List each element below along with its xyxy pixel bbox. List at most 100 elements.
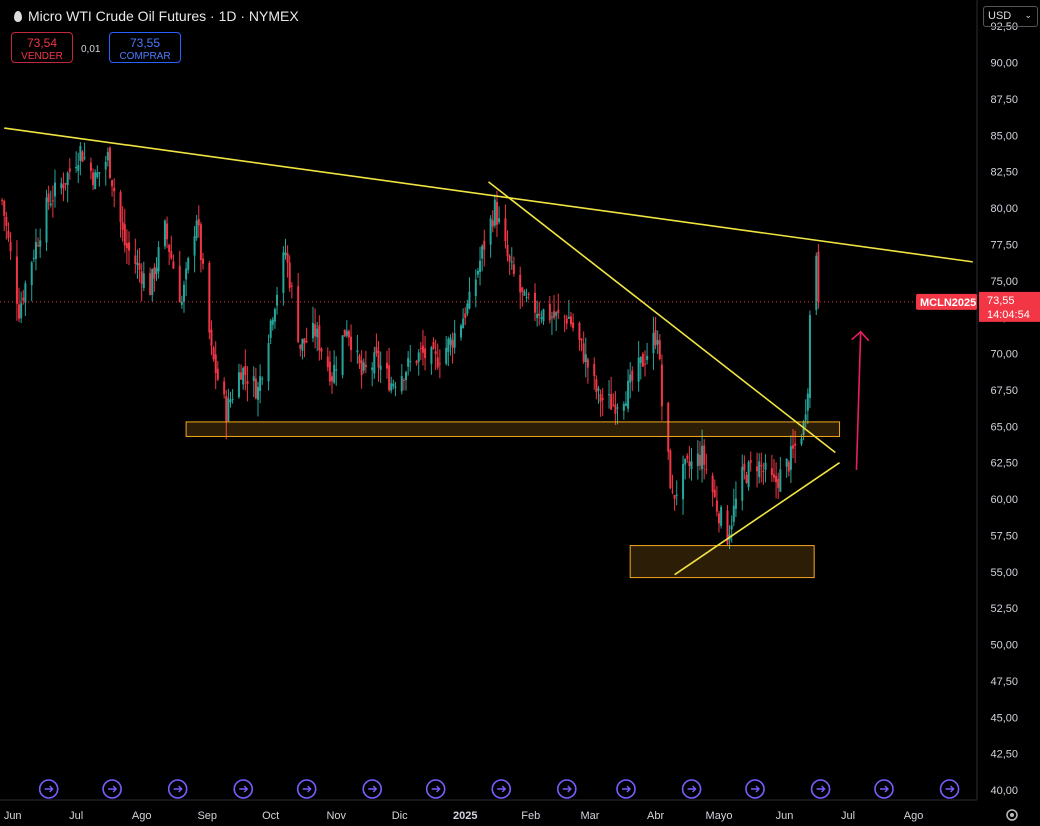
sell-button[interactable]: 73,54 VENDER [11,32,73,63]
y-tick-label: 65,00 [990,421,1018,433]
candle [542,308,545,325]
candle [5,211,8,240]
candle [510,247,513,270]
candle [572,313,575,332]
candle [749,451,752,472]
candle [24,280,27,317]
currency-select[interactable]: USD ⌄ [983,6,1038,27]
event-icon[interactable] [167,779,188,799]
candle [610,376,613,410]
candle [60,177,63,195]
x-tick-label: Oct [262,810,279,822]
candle [288,255,291,292]
candle [66,171,69,203]
candle [430,345,433,375]
x-tick-label: Ago [132,810,152,822]
candle [631,366,634,392]
candle [563,314,566,332]
event-icon[interactable] [233,779,254,799]
candle [601,388,604,417]
candle [504,204,507,249]
candle [187,256,190,274]
candle [434,339,437,371]
candle [696,440,699,480]
candle [599,389,602,417]
candle [536,300,539,327]
candle [202,252,205,270]
candle [462,308,465,329]
candle [358,353,361,370]
candle [508,254,511,276]
event-icon[interactable] [810,779,831,799]
candle [762,462,765,485]
candle [684,458,687,480]
event-icon[interactable] [616,779,636,799]
y-tick-label: 45,00 [990,712,1018,724]
candle [616,403,619,425]
candle [614,391,617,425]
candle [49,190,52,208]
event-icon[interactable] [102,779,122,799]
event-icon[interactable] [874,779,894,799]
event-icon[interactable] [681,779,702,799]
settings-icon[interactable] [1006,809,1018,821]
candle [229,391,232,408]
candle [673,494,676,511]
trendline[interactable] [674,461,840,576]
candle [273,307,276,329]
candle [242,366,245,390]
event-icon[interactable] [362,779,383,799]
y-tick-label: 62,50 [990,458,1018,470]
candle [656,330,659,355]
candle [39,228,42,258]
candle [155,257,158,281]
up-arrow-annotation[interactable] [851,330,870,470]
candle [646,342,649,365]
trendline[interactable] [4,127,973,263]
candle [244,349,247,391]
event-icon[interactable] [745,779,765,799]
candle [474,269,477,308]
candle [290,282,293,299]
candle [157,241,160,279]
candle [254,367,257,400]
x-tick-label: Ago [904,810,924,822]
candle [373,346,376,379]
event-icon[interactable] [491,779,512,799]
candle [371,362,374,387]
event-icon[interactable] [556,779,577,799]
candle [106,147,109,167]
candle [216,361,219,382]
candle [195,214,198,241]
event-icon[interactable] [296,779,317,799]
event-icon[interactable] [425,779,446,799]
y-tick-label: 42,50 [990,749,1018,761]
support-zone[interactable] [629,545,815,579]
candle [45,189,48,252]
buy-button[interactable]: 73,55 COMPRAR [109,32,181,63]
candle [104,155,107,186]
candle [237,363,240,399]
candle [495,190,498,238]
trendline[interactable] [488,181,836,454]
x-tick-label: Mar [581,810,600,822]
candle [400,363,403,395]
event-icon[interactable] [939,779,960,799]
candle [671,474,674,495]
event-icon[interactable] [38,779,59,799]
candle [34,228,37,271]
candle [466,299,469,317]
candle [512,256,515,277]
candle [62,172,65,202]
candle [79,142,82,176]
candle [149,267,152,296]
candle [629,362,632,399]
candle [276,286,279,315]
candle [654,317,657,350]
candle [136,249,139,279]
candle [772,458,775,482]
support-zone[interactable] [185,421,841,437]
candle [715,485,718,517]
candle [534,283,537,322]
